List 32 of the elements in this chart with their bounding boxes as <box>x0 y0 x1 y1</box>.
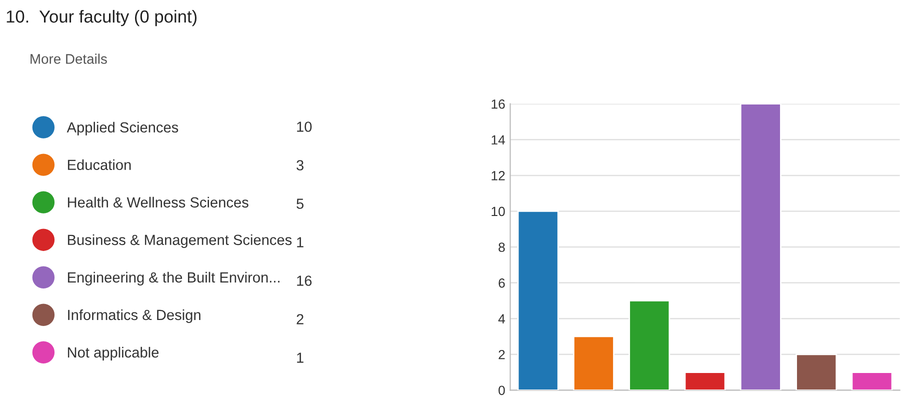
y-tick-label: 2 <box>498 350 505 360</box>
y-tick-label: 14 <box>492 135 505 144</box>
text: 1 <box>297 352 304 363</box>
y-tick-label: 12 <box>492 171 505 180</box>
y-tick-label: 0 <box>498 386 505 396</box>
legend-label: Informatics & Design <box>68 309 200 323</box>
text: 10. Your faculty (0 point) <box>6 10 197 26</box>
bar <box>851 372 893 390</box>
text: 3 <box>296 160 304 170</box>
bar <box>572 336 614 390</box>
legend-label: Health & Wellness Sciences <box>68 196 248 208</box>
y-tick-label: 8 <box>498 242 505 252</box>
legend-label: Education <box>68 159 131 170</box>
y-tick-label: 6 <box>498 278 505 288</box>
bar <box>628 300 670 390</box>
legend-label: Not applicable <box>68 346 159 360</box>
bar <box>796 354 838 390</box>
legend-label: Engineering & the Built Environ... <box>68 272 280 286</box>
text: 10 <box>297 122 312 132</box>
bar <box>740 104 782 390</box>
text: 5 <box>296 198 304 209</box>
legend-label: Business & Management Sciences <box>68 234 292 248</box>
y-tick-label: 16 <box>492 99 505 109</box>
bar <box>684 372 726 390</box>
y-tick-label: 4 <box>498 314 505 324</box>
bar <box>517 210 559 390</box>
y-tick-label: 10 <box>492 206 505 216</box>
text: More Details <box>30 54 107 64</box>
text: 1 <box>297 237 304 248</box>
legend-label: Applied Sciences <box>66 122 178 136</box>
text: 2 <box>296 314 304 324</box>
text: 16 <box>297 276 312 286</box>
